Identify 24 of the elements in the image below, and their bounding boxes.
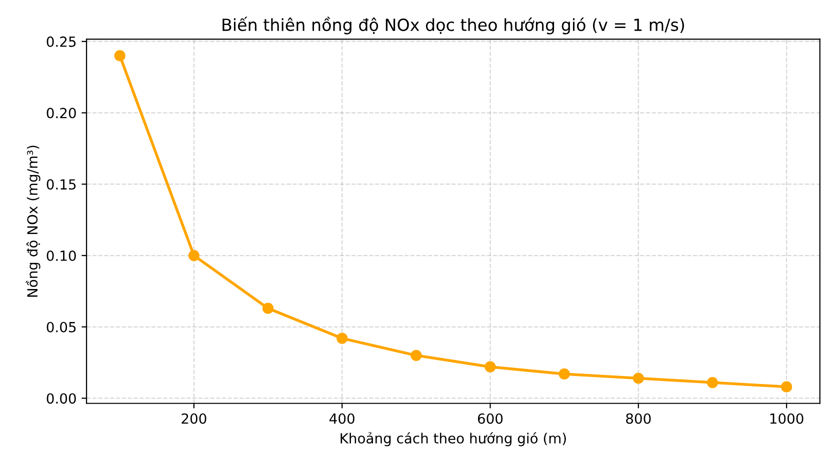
point	[780, 381, 792, 392]
x-tick-label: 200	[182, 413, 206, 424]
point	[114, 50, 126, 62]
point	[706, 376, 718, 388]
x-tick-label: 800	[626, 413, 651, 424]
x-tick-label: 1000	[770, 413, 804, 424]
x-tick-label: 400	[330, 413, 354, 424]
y-tick-label: 0.00	[46, 393, 76, 404]
y-tick-label: 0.25	[46, 36, 76, 47]
point	[262, 302, 274, 314]
point	[632, 372, 644, 384]
x-tick-label: 600	[478, 413, 503, 424]
point	[484, 361, 496, 372]
y-tick-label: 0.10	[46, 250, 76, 262]
y-axis-title: Nồng độ NOx (mg/m³)	[26, 146, 40, 297]
point	[410, 350, 422, 361]
point	[336, 332, 348, 344]
point	[558, 368, 570, 380]
chart-title: Biến thiên nồng độ NOx dọc theo hướng gió (v = 1 m/s)	[222, 16, 684, 34]
y-tick-label: 0.05	[46, 322, 76, 332]
point	[188, 250, 200, 262]
y-tick-label: 0.20	[46, 108, 76, 118]
y-tick-label: 0.15	[46, 179, 76, 190]
x-axis-title: Khoảng cách theo hướng gió (m)	[340, 432, 566, 446]
